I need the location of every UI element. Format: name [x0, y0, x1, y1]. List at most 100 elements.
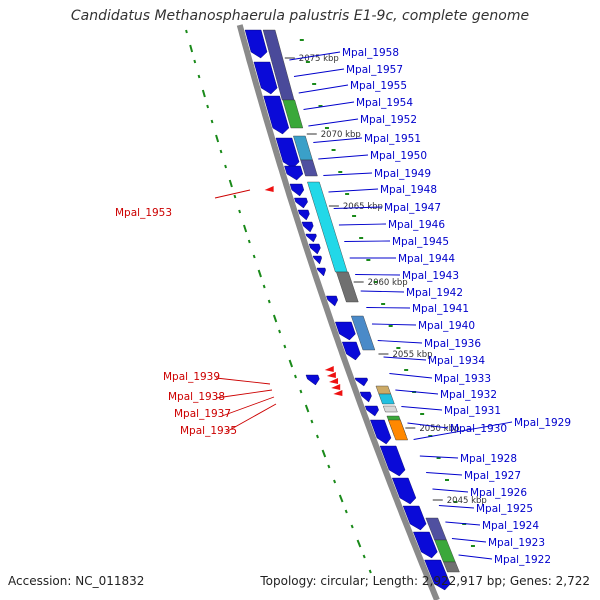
forward-gene: [341, 341, 361, 361]
gc-skew-mark: [338, 494, 344, 503]
label-connector: [323, 172, 373, 176]
kbp-label: 2070 kbp: [321, 130, 361, 140]
label-connector: [214, 189, 251, 199]
gene-labels: Mpal_1958 Mpal_1957 Mpal_1955 Mpal_1954 Mpal…: [115, 47, 571, 566]
label-connector: [333, 206, 383, 209]
forward-gene: [424, 559, 451, 591]
forward-gene: [359, 391, 372, 403]
gc-skew-mark: [344, 509, 348, 514]
label-connector: [407, 422, 449, 429]
forward-gene: [301, 221, 314, 233]
gene-label-blue: Mpal_1923: [488, 537, 545, 549]
gene-label-blue: Mpal_1926: [470, 487, 527, 499]
label-connector: [395, 389, 439, 395]
forward-gene: [308, 243, 321, 255]
label-connector: [377, 340, 423, 344]
reverse-gene: [333, 390, 343, 396]
label-connector: [355, 274, 401, 276]
reverse-gene: [331, 384, 341, 390]
gene-label-blue: Mpal_1934: [428, 355, 485, 367]
gene-label-blue: Mpal_1952: [360, 114, 417, 126]
kbp-scale: 2075 kbp 2070 kbp 2065 kbp 2060 kbp 2055 kbp…: [284, 54, 487, 506]
gc-skew-mark: [219, 149, 223, 154]
genome-title: Candidatus Methanosphaerula palustris E1…: [70, 8, 530, 24]
gc-skew-mark: [201, 89, 206, 98]
kbp-label: 2045 kbp: [447, 496, 487, 506]
gene-label-blue: Mpal_1945: [392, 236, 449, 248]
gene-label-blue: Mpal_1947: [384, 202, 441, 214]
gene-label-red: Mpal_1953: [115, 207, 172, 219]
forward-gene: [364, 405, 379, 417]
label-connector: [313, 137, 363, 143]
gc-skew-mark: [333, 479, 337, 484]
label-connector: [383, 356, 427, 361]
feature-block: [307, 181, 348, 273]
feature-block: [336, 271, 359, 303]
gc-skew-mark: [362, 554, 366, 559]
gc-skew-mark: [215, 134, 220, 143]
gc-skew-mark: [356, 539, 362, 548]
forward-gene: [244, 29, 268, 59]
label-connector: [401, 406, 443, 411]
genome-backbone: [236, 24, 440, 600]
reverse-gene: [324, 366, 334, 372]
gc-skew-mark: [185, 29, 188, 34]
gene-label-blue: Mpal_1922: [494, 554, 551, 566]
gene-label-blue: Mpal_1928: [460, 453, 517, 465]
gene-label-blue: Mpal_1930: [450, 423, 507, 435]
label-connector: [366, 307, 411, 309]
gene-label-blue: Mpal_1944: [398, 253, 455, 265]
gc-skew-mark: [368, 569, 372, 574]
label-connector: [225, 403, 277, 433]
label-connector: [445, 521, 481, 526]
gene-label-blue: Mpal_1950: [370, 150, 427, 162]
gc-skew-mark: [288, 359, 294, 368]
forward-gene: [316, 267, 326, 277]
forward-gene: [354, 377, 368, 387]
feature-block: [350, 315, 376, 351]
label-connector: [451, 538, 487, 543]
gene-track: [244, 29, 451, 591]
gene-label-red: Mpal_1935: [180, 425, 237, 437]
gc-skew-mark: [247, 239, 251, 244]
gene-label-blue: Mpal_1936: [424, 338, 481, 350]
label-connector: [293, 68, 345, 77]
gc-skew-mark: [197, 74, 201, 79]
label-connector: [338, 223, 387, 226]
feature-block: [282, 99, 304, 129]
kbp-label: 2050 kbp: [419, 424, 459, 434]
backbone-line: [236, 24, 440, 600]
forward-gene: [402, 505, 427, 531]
gc-skew-mark: [257, 269, 262, 278]
reverse-gene: [329, 378, 339, 384]
forward-gene: [379, 445, 406, 477]
gc-skew-mark: [294, 374, 297, 379]
feature-block: [382, 405, 398, 413]
gc-skew-mark: [310, 419, 314, 424]
label-connector: [371, 323, 417, 326]
reverse-gene: [264, 186, 274, 192]
gc-skew-mark: [304, 404, 310, 413]
label-connector: [289, 51, 341, 61]
forward-gene: [253, 61, 278, 95]
forward-gene: [335, 321, 356, 341]
label-connector: [389, 373, 433, 379]
label-connector: [303, 101, 355, 110]
gc-skew-mark: [272, 314, 278, 323]
forward-gene: [305, 374, 320, 386]
label-connector: [413, 421, 513, 440]
kbp-label: 2055 kbp: [392, 350, 432, 360]
gc-skew-mark: [189, 44, 194, 53]
kbp-label: 2075 kbp: [299, 54, 339, 64]
kbp-label: 2060 kbp: [368, 278, 408, 288]
feature-block: [434, 539, 456, 563]
gc-skew-mark: [233, 194, 237, 199]
gc-skew-mark: [327, 464, 331, 469]
gene-label-blue: Mpal_1955: [350, 80, 407, 92]
gc-skew-mark: [206, 104, 210, 109]
gene-label-blue: Mpal_1933: [434, 373, 491, 385]
feature-block: [300, 159, 318, 177]
feature-track: [262, 29, 460, 573]
gene-label-blue: Mpal_1925: [476, 503, 533, 515]
